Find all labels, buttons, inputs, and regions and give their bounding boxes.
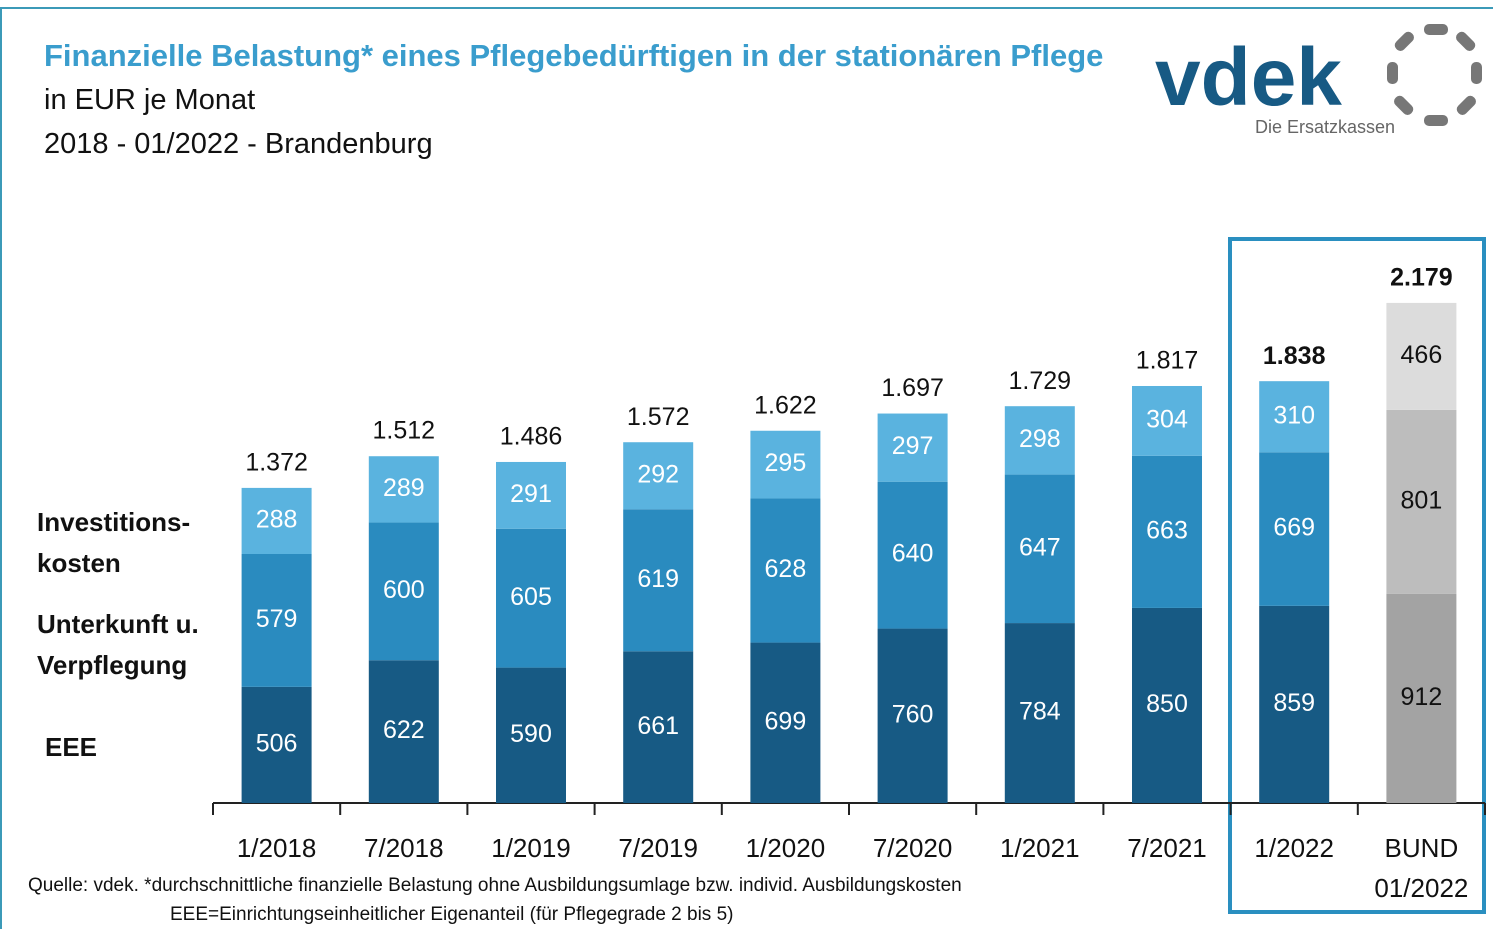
bar-segment xyxy=(496,461,566,529)
total-label: 1.729 xyxy=(1009,367,1072,395)
segment-label: 298 xyxy=(1019,425,1061,453)
legend-label: Investitions- kosten xyxy=(37,507,191,578)
segment-label: 292 xyxy=(637,460,679,488)
segment-label: 699 xyxy=(765,707,807,735)
bar-segment xyxy=(877,481,948,629)
segment-label: 628 xyxy=(765,555,807,583)
legend-label: Unterkunft u. Verpflegung xyxy=(37,609,199,680)
segment-label: 760 xyxy=(892,700,934,728)
bar-segment xyxy=(750,642,821,803)
segment-label: 801 xyxy=(1401,486,1443,514)
bar-segment xyxy=(1132,385,1202,456)
bar-segment xyxy=(623,509,694,652)
segment-label: 295 xyxy=(765,449,807,477)
x-tick-label: BUND 01/2022 xyxy=(1374,833,1469,903)
segment-label: 784 xyxy=(1019,698,1061,726)
total-label: 1.622 xyxy=(754,391,817,419)
total-label: 2.179 xyxy=(1390,264,1453,292)
bar-segment xyxy=(1386,409,1457,594)
bar-segment xyxy=(496,528,566,668)
x-tick-label: 7/2020 xyxy=(872,833,953,863)
frame xyxy=(0,7,1493,929)
highlight-box xyxy=(1228,237,1486,914)
bar-segment xyxy=(623,651,694,803)
segment-label: 619 xyxy=(637,565,679,593)
total-label: 1.572 xyxy=(627,403,690,431)
bar-segment xyxy=(1004,474,1075,624)
segment-label: 647 xyxy=(1019,533,1061,561)
segment-label: 663 xyxy=(1146,516,1188,544)
bar-segment xyxy=(1386,302,1457,410)
segment-label: 288 xyxy=(256,506,298,534)
x-tick-label: 7/2019 xyxy=(618,833,698,863)
footnote: Quelle: vdek. *durchschnittliche finanzi… xyxy=(28,875,962,896)
title: Finanzielle Belastung* eines Pflegebedür… xyxy=(44,38,1104,73)
segment-label: 289 xyxy=(383,474,425,502)
logo-tagline: Die Ersatzkassen xyxy=(1255,117,1395,137)
total-label: 1.372 xyxy=(245,449,308,477)
bar-segment xyxy=(750,498,821,643)
bar-segment xyxy=(1259,452,1330,606)
bar-segment xyxy=(877,413,948,482)
x-tick-label: 7/2021 xyxy=(1127,833,1207,863)
total-label: 1.838 xyxy=(1263,342,1326,370)
bar-segment xyxy=(1386,593,1457,803)
total-label: 1.817 xyxy=(1136,347,1199,375)
legend-label: EEE xyxy=(45,732,98,762)
segment-label: 859 xyxy=(1273,689,1315,717)
segment-label: 291 xyxy=(510,480,552,508)
subtitle: in EUR je Monat xyxy=(44,84,256,116)
bar-segment xyxy=(623,442,694,510)
x-tick-label: 1/2020 xyxy=(745,833,826,863)
segment-label: 590 xyxy=(510,720,552,748)
x-tick-label: 1/2021 xyxy=(1000,833,1080,863)
segment-label: 850 xyxy=(1146,690,1188,718)
segment-label: 600 xyxy=(383,576,425,604)
segment-label: 466 xyxy=(1401,341,1443,369)
footnote: EEE=Einrichtungseinheitlicher Eigenantei… xyxy=(170,904,734,925)
bar-segment xyxy=(241,553,312,687)
x-tick-label: 7/2018 xyxy=(364,833,444,863)
segment-label: 661 xyxy=(637,712,679,740)
segment-label: 669 xyxy=(1273,514,1315,542)
x-tick-label: 1/2018 xyxy=(236,833,317,863)
segment-label: 640 xyxy=(892,540,934,568)
bar-segment xyxy=(1132,607,1202,803)
segment-label: 622 xyxy=(383,716,425,744)
segment-label: 310 xyxy=(1273,401,1315,429)
subtitle: 2018 - 01/2022 - Brandenburg xyxy=(44,128,433,160)
logo-text: vdek xyxy=(1155,32,1342,123)
segment-label: 506 xyxy=(256,730,298,758)
segment-label: 297 xyxy=(892,432,934,460)
x-tick-label: 1/2019 xyxy=(491,833,571,863)
total-label: 1.512 xyxy=(373,417,436,445)
segment-label: 605 xyxy=(510,583,552,611)
x-tick-label: 1/2022 xyxy=(1254,833,1334,863)
segment-label: 912 xyxy=(1401,683,1443,711)
bar-segment xyxy=(368,522,439,661)
bar-segment xyxy=(241,686,312,803)
segment-label: 579 xyxy=(256,605,298,633)
bar-segment xyxy=(1259,381,1330,453)
bar-segment xyxy=(241,487,312,554)
bar-segment xyxy=(1132,455,1202,608)
bar-segment xyxy=(1259,605,1330,803)
total-label: 1.697 xyxy=(881,374,944,402)
bar-segment xyxy=(368,456,439,523)
bar-segment xyxy=(1004,406,1075,475)
total-label: 1.486 xyxy=(500,423,563,451)
bar-segment xyxy=(877,628,948,803)
bar-segment xyxy=(496,667,566,803)
logo-ring xyxy=(1387,24,1482,126)
bar-segment xyxy=(1004,623,1075,803)
segment-label: 304 xyxy=(1146,405,1188,433)
bar-segment xyxy=(750,430,821,499)
bar-segment xyxy=(368,660,439,803)
